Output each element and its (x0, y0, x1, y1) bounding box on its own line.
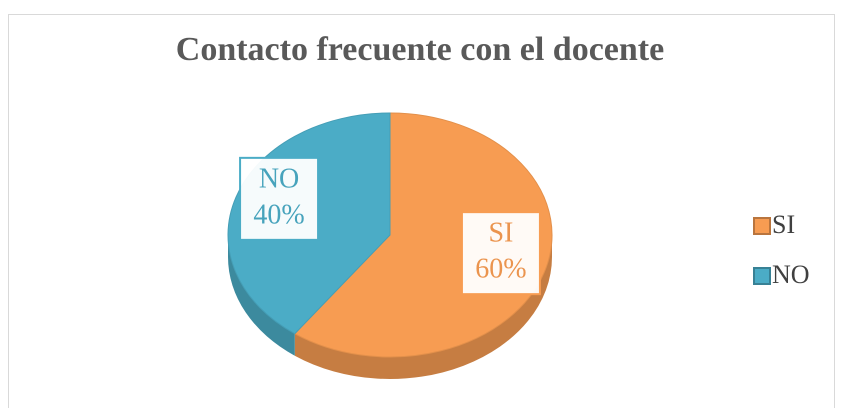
data-label-category: NO (259, 163, 299, 194)
slice-side (228, 235, 295, 356)
data-label-box (460, 211, 541, 296)
legend-swatch (753, 267, 771, 285)
data-label-category: SI (488, 218, 513, 249)
legend-label: SI (772, 210, 795, 239)
data-label-value: 40% (253, 199, 304, 230)
legend-swatch (753, 217, 771, 235)
slice-side (294, 235, 552, 379)
slice (293, 112, 553, 358)
data-label-box (239, 156, 320, 241)
data-label-value: 60% (475, 254, 526, 285)
legend-label: NO (772, 260, 810, 289)
chart-title: Contacto frecuente con el docente (176, 31, 664, 68)
